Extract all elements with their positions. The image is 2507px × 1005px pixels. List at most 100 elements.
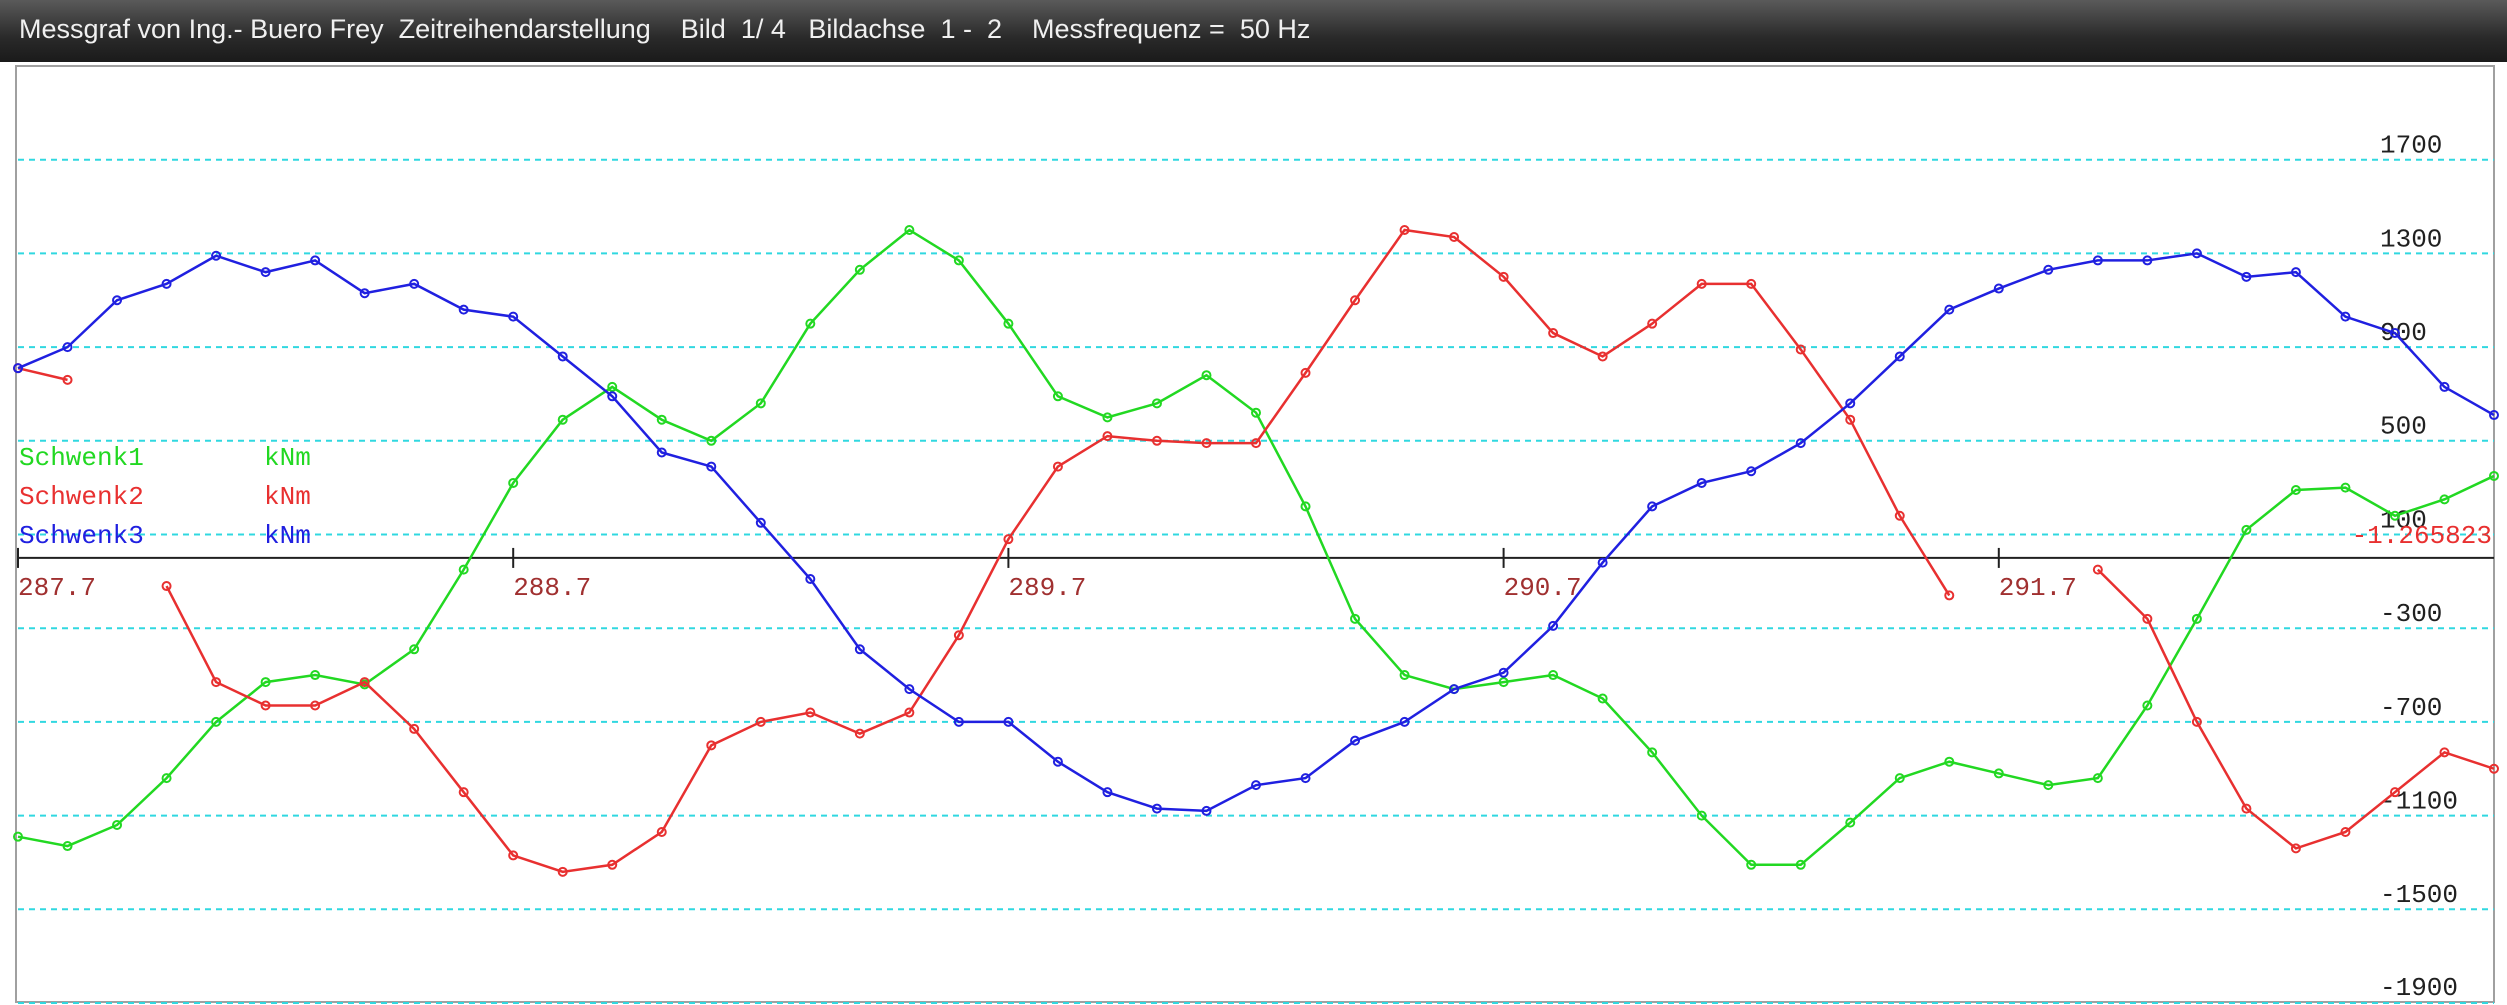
x-tick-label: 290.7 xyxy=(1504,573,1582,603)
data-point xyxy=(1003,318,1014,329)
data-point xyxy=(2340,826,2351,837)
data-point xyxy=(1102,787,1113,798)
data-point xyxy=(1597,693,1608,704)
data-point xyxy=(2290,843,2301,854)
data-point xyxy=(1647,318,1658,329)
data-point xyxy=(2489,763,2499,774)
legend-unit: kNm xyxy=(264,482,311,512)
data-point xyxy=(953,255,964,266)
legend-label: Schwenk3 xyxy=(19,521,144,551)
data-point xyxy=(1251,438,1261,449)
data-point xyxy=(1350,613,1361,624)
data-point xyxy=(1894,510,1905,521)
y-tick-label: -300 xyxy=(2380,599,2442,629)
data-point xyxy=(2191,716,2202,727)
data-point xyxy=(1696,477,1707,488)
data-point xyxy=(2142,613,2153,624)
data-point xyxy=(557,414,568,425)
data-point xyxy=(1102,412,1113,423)
data-point xyxy=(607,859,618,870)
data-point xyxy=(1052,756,1063,767)
data-point xyxy=(508,311,519,322)
data-point xyxy=(112,819,123,830)
data-point xyxy=(211,677,222,688)
y-tick-label: -1500 xyxy=(2380,880,2458,910)
data-point xyxy=(409,278,420,289)
series-line xyxy=(17,228,2495,874)
data-point xyxy=(607,391,618,402)
data-point xyxy=(1894,351,1905,362)
data-point xyxy=(1102,431,1113,442)
data-point xyxy=(2241,803,2252,814)
x-tick-label: 291.7 xyxy=(1999,573,2077,603)
data-point xyxy=(656,447,667,458)
data-point xyxy=(359,288,370,299)
x-tick-label: 287.7 xyxy=(18,573,96,603)
data-point xyxy=(1052,461,1063,472)
legend-unit: kNm xyxy=(264,443,311,473)
data-point xyxy=(953,630,964,641)
data-point xyxy=(1052,391,1063,402)
data-point xyxy=(2340,482,2351,493)
data-point xyxy=(1498,667,1509,678)
data-point xyxy=(1399,670,1410,681)
data-point xyxy=(13,831,23,842)
data-point xyxy=(1795,344,1806,355)
data-point xyxy=(1449,684,1460,695)
data-point xyxy=(2092,564,2103,575)
data-point xyxy=(1944,756,1955,767)
data-point xyxy=(2092,773,2103,784)
data-point xyxy=(161,773,172,784)
y-tick-label: -1100 xyxy=(2380,786,2458,816)
series-line xyxy=(17,228,2495,867)
data-point xyxy=(1201,370,1212,381)
data-point xyxy=(458,787,469,798)
data-point xyxy=(1251,407,1261,418)
legend-label: Schwenk2 xyxy=(19,482,144,512)
data-point xyxy=(1894,773,1905,784)
data-point xyxy=(854,728,865,739)
data-point xyxy=(2241,271,2252,282)
data-point xyxy=(904,707,915,718)
data-point xyxy=(260,267,271,278)
data-point xyxy=(2092,255,2103,266)
data-point xyxy=(2191,613,2202,624)
data-point xyxy=(1350,295,1361,306)
data-point xyxy=(1300,501,1311,512)
data-point xyxy=(211,250,222,261)
data-point xyxy=(805,318,816,329)
data-point xyxy=(557,866,568,877)
data-point xyxy=(161,581,172,592)
data-point xyxy=(953,716,964,727)
data-point xyxy=(310,700,321,711)
data-point xyxy=(1399,224,1410,235)
data-point xyxy=(755,517,766,528)
data-point xyxy=(62,374,73,385)
data-point xyxy=(656,826,667,837)
data-point xyxy=(62,342,73,353)
data-point xyxy=(1201,438,1212,449)
data-point xyxy=(904,224,915,235)
data-point xyxy=(854,644,865,655)
data-point xyxy=(1201,805,1212,816)
data-point xyxy=(2389,510,2400,521)
data-point xyxy=(1449,232,1460,243)
data-point xyxy=(2389,328,2400,339)
data-point xyxy=(1746,859,1757,870)
data-point xyxy=(1548,328,1559,339)
data-point xyxy=(706,740,717,751)
data-point xyxy=(2142,700,2153,711)
y-tick-label: 1300 xyxy=(2380,224,2442,254)
data-point xyxy=(409,723,420,734)
data-point xyxy=(1151,803,1162,814)
data-point xyxy=(1647,747,1658,758)
series-line xyxy=(17,252,2495,813)
data-point xyxy=(1845,817,1856,828)
data-point xyxy=(706,435,717,446)
data-point xyxy=(260,700,271,711)
data-point xyxy=(854,264,865,275)
data-point xyxy=(2290,267,2301,278)
data-point xyxy=(1399,716,1410,727)
